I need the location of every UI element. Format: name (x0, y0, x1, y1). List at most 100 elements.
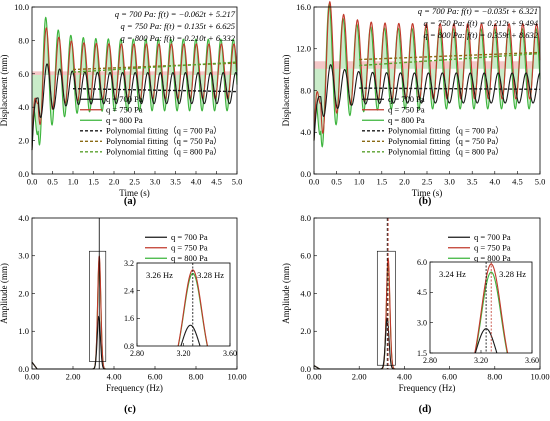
inset-line-1-c (177, 269, 209, 346)
x-tick-label-a: 4.0 (191, 177, 202, 187)
y-tick-label-a: 8.0 (18, 35, 29, 45)
y-tick-label-c: 3.0 (18, 251, 29, 261)
x-tick-label-c-inset: 2.80 (130, 349, 144, 358)
x-tick-label-a: 3.5 (170, 177, 181, 187)
legend-label-b: q = 800 Pa (388, 115, 425, 125)
legend-label-c: q = 700 Pa (171, 232, 208, 242)
inset-background-d (430, 262, 532, 353)
x-tick-label-c: 10.00 (227, 372, 246, 382)
y-tick-label-c: 0.0 (18, 364, 29, 374)
fit-equation-b: q = 750 Pa: f(t) = 0.212t + 9.494 (424, 18, 539, 28)
y-axis-label-b: Displacement (mm) (281, 55, 291, 127)
y-tick-label-d-inset: 1.5 (417, 349, 427, 358)
x-tick-label-b: 4.0 (489, 177, 500, 187)
series-line-700-b (313, 64, 541, 141)
x-tick-label-c: 4.00 (107, 372, 122, 382)
inset-annotation-right-d: 3.28 Hz (499, 269, 526, 279)
y-tick-label-c: 1.0 (18, 326, 29, 336)
y-tick-label-c-inset: 2.4 (124, 286, 134, 295)
y-tick-label-c-inset: 1.6 (124, 314, 134, 323)
x-tick-label-a: 2.5 (129, 177, 140, 187)
inset-plot-c (177, 263, 209, 346)
x-tick-label-d: 2.00 (352, 372, 367, 382)
legend-label-d: q = 700 Pa (474, 232, 511, 242)
legend-label-d: q = 750 Pa (474, 243, 511, 253)
fit-equation-a: q = 700 Pa: f(t) = −0.062t + 5.217 (115, 9, 236, 19)
fit-equation-a: q = 800 Pa: f(t) = 0.210t + 6.332 (121, 33, 236, 43)
zoom-box-c (89, 250, 107, 362)
y-tick-label-d: 6.0 (300, 251, 311, 261)
y-tick-label-a: 0.0 (18, 169, 29, 179)
x-tick-label-b: 1.5 (376, 177, 387, 187)
legend-label-a: Polynomial fitting（q = 800 Pa） (106, 147, 222, 157)
fit-line-0-a (72, 87, 238, 93)
legend-label-b: Polynomial fitting（q = 750 Pa） (388, 136, 504, 146)
x-tick-label-b: 1.0 (354, 177, 365, 187)
y-tick-label-b: 8.0 (300, 85, 311, 95)
x-tick-label-d: 10.00 (530, 372, 549, 382)
series-line-750-b (313, 0, 541, 141)
y-tick-label-a: 6.0 (18, 69, 29, 79)
x-tick-label-c: 2.00 (66, 372, 81, 382)
x-tick-label-a: 3.0 (150, 177, 161, 187)
legend-label-d: q = 800 Pa (474, 253, 511, 263)
legend-label-b: Polynomial fitting（q = 800 Pa） (388, 147, 504, 157)
x-tick-label-b: 3.5 (467, 177, 478, 187)
y-tick-label-d-inset: 6.0 (417, 258, 427, 267)
y-tick-label-c: 2.0 (18, 288, 29, 298)
y-axis-label-d: Amplitude (mm) (281, 263, 291, 324)
x-tick-label-a: 0.5 (47, 177, 58, 187)
inset-background-c (137, 263, 230, 346)
x-axis-label-c: Frequency (Hz) (106, 383, 163, 393)
y-tick-label-c-inset: 3.2 (124, 259, 134, 268)
x-tick-label-d-inset: 2.80 (423, 356, 437, 365)
inset-annotation-left-c: 3.26 Hz (146, 270, 173, 280)
y-tick-label-b: 16.0 (296, 2, 311, 12)
x-tick-label-a: 5.0 (232, 177, 243, 187)
x-tick-label-b: 0.5 (331, 177, 342, 187)
y-tick-label-b: 4.0 (300, 127, 311, 137)
x-tick-label-b: 4.5 (512, 177, 523, 187)
legend-label-c: q = 750 Pa (171, 243, 208, 253)
x-tick-label-c: 6.00 (148, 372, 163, 382)
panel-label-d: (d) (419, 404, 432, 415)
x-tick-label-c: 0.00 (25, 372, 40, 382)
x-axis-label-d: Frequency (Hz) (399, 383, 456, 393)
fit-line-0-b (359, 87, 541, 90)
x-tick-label-a: 1.0 (68, 177, 79, 187)
x-tick-label-d-inset: 3.20 (474, 356, 488, 365)
fit-line-2-a (72, 61, 238, 73)
x-tick-label-b: 3.0 (444, 177, 455, 187)
x-tick-label-a: 2.0 (109, 177, 120, 187)
x-tick-label-c-inset: 3.20 (177, 349, 191, 358)
y-tick-label-a: 2.0 (18, 136, 29, 146)
series-fill-800-b (314, 4, 540, 147)
fit-equation-b: q = 800 Pa: f(t) = 0.359t + 8.632 (424, 30, 539, 40)
x-tick-label-d: 8.00 (487, 372, 502, 382)
y-tick-label-d-inset: 3.0 (417, 318, 427, 327)
legend-label-b: Polynomial fitting（q = 700 Pa） (388, 126, 504, 136)
legend-label-a: Polynomial fitting（q = 700 Pa） (106, 126, 222, 136)
series-fill-800-a (32, 17, 237, 151)
x-tick-label-c: 8.00 (189, 372, 204, 382)
fit-equation-a: q = 750 Pa: f(t) = 0.135t + 6.625 (121, 21, 235, 31)
fit-line-1-b (359, 51, 541, 61)
fit-line-2-b (359, 52, 541, 67)
legend-label-a: q = 700 Pa (106, 94, 143, 104)
x-tick-label-b: 2.5 (422, 177, 433, 187)
x-tick-label-b: 5.0 (535, 177, 546, 187)
y-axis-label-a: Displacement (mm) (0, 55, 9, 127)
legend-label-b: q = 700 Pa (388, 94, 425, 104)
x-tick-label-d: 4.00 (397, 372, 412, 382)
x-tick-label-a: 4.5 (211, 177, 222, 187)
y-tick-label-d: 0.0 (300, 364, 311, 374)
inset-annotation-left-d: 3.24 Hz (439, 269, 466, 279)
legend-label-a: Polynomial fitting（q = 750 Pa） (106, 136, 222, 146)
inset-line-0-d (474, 328, 498, 353)
inset-line-1-d (474, 263, 509, 353)
fit-equation-b: q = 700 Pa: f(t) = −0.035t + 6.321 (418, 6, 538, 16)
x-axis-label-a: Time (s) (119, 188, 149, 198)
x-tick-label-b: 2.0 (399, 177, 410, 187)
y-tick-label-a: 4.0 (18, 102, 29, 112)
